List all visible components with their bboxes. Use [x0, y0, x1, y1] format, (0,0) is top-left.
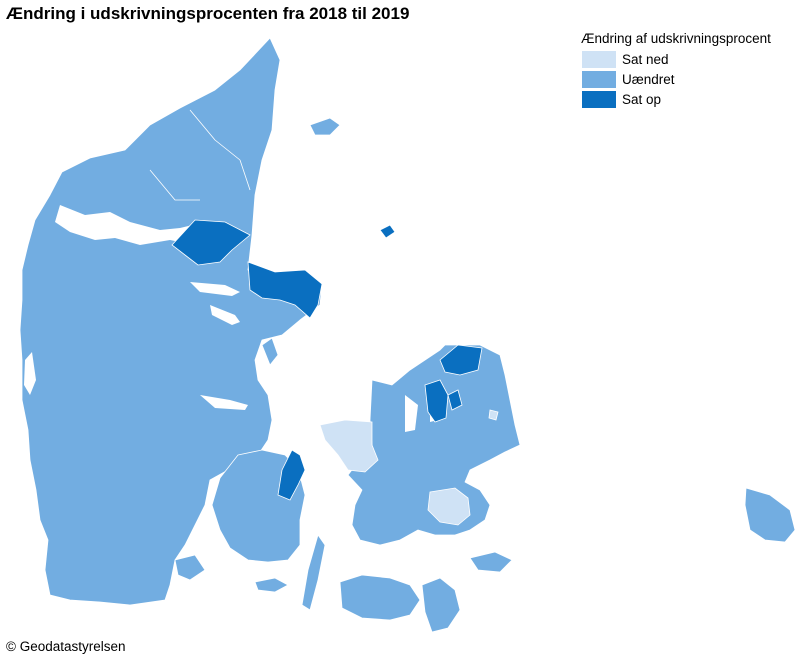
- region-lolland: [339, 574, 421, 621]
- copyright-credit: © Geodatastyrelsen: [6, 639, 126, 654]
- sat-op-regions: [171, 219, 483, 501]
- region-bornholm: [744, 487, 796, 543]
- legend-swatch: [582, 70, 616, 88]
- legend-item-sat-ned: Sat ned: [582, 49, 771, 69]
- region-zealand: [347, 344, 521, 546]
- legend-item-uaendret: Uændret: [582, 69, 771, 89]
- region-sat-op-2: [247, 261, 323, 319]
- region-sat-ned-3: [488, 409, 499, 421]
- legend-title: Ændring af udskrivningsprocent: [581, 31, 771, 46]
- region-sat-op-1: [171, 219, 251, 266]
- legend-label: Sat op: [622, 91, 662, 107]
- legend-label: Sat ned: [622, 51, 669, 67]
- ringkoebing-fjord: [24, 352, 36, 395]
- legend-item-sat-op: Sat op: [582, 89, 771, 109]
- map-legend: Ændring af udskrivningsprocent Sat ned U…: [581, 31, 771, 109]
- legend-swatch: [582, 90, 616, 108]
- region-sat-ned-2: [427, 487, 471, 526]
- region-sat-op-3: [439, 344, 483, 376]
- region-sat-op-6: [277, 449, 306, 501]
- isefjord: [405, 395, 418, 432]
- region-moen: [469, 551, 513, 573]
- region-sat-op-4: [424, 379, 449, 423]
- legend-swatch: [582, 50, 616, 68]
- map-title: Ændring i udskrivningsprocenten fra 2018…: [6, 4, 410, 23]
- region-samsoe: [261, 337, 279, 366]
- region-sat-ned-1: [319, 419, 379, 473]
- region-langeland: [301, 534, 326, 611]
- region-aeroe: [254, 577, 289, 593]
- region-als: [174, 554, 206, 581]
- mariager-fjord: [190, 282, 240, 296]
- randers-fjord: [210, 305, 240, 325]
- legend-label: Uændret: [622, 71, 675, 87]
- sat-ned-regions: [319, 409, 499, 526]
- region-falster: [421, 577, 461, 633]
- region-vendsyssel-line: [149, 109, 251, 201]
- region-sat-op-5: [447, 389, 463, 411]
- vejle-fjord: [200, 395, 248, 410]
- uaendret-regions: [19, 37, 796, 633]
- region-laesoe: [309, 117, 341, 136]
- region-sat-op-7: [379, 224, 396, 239]
